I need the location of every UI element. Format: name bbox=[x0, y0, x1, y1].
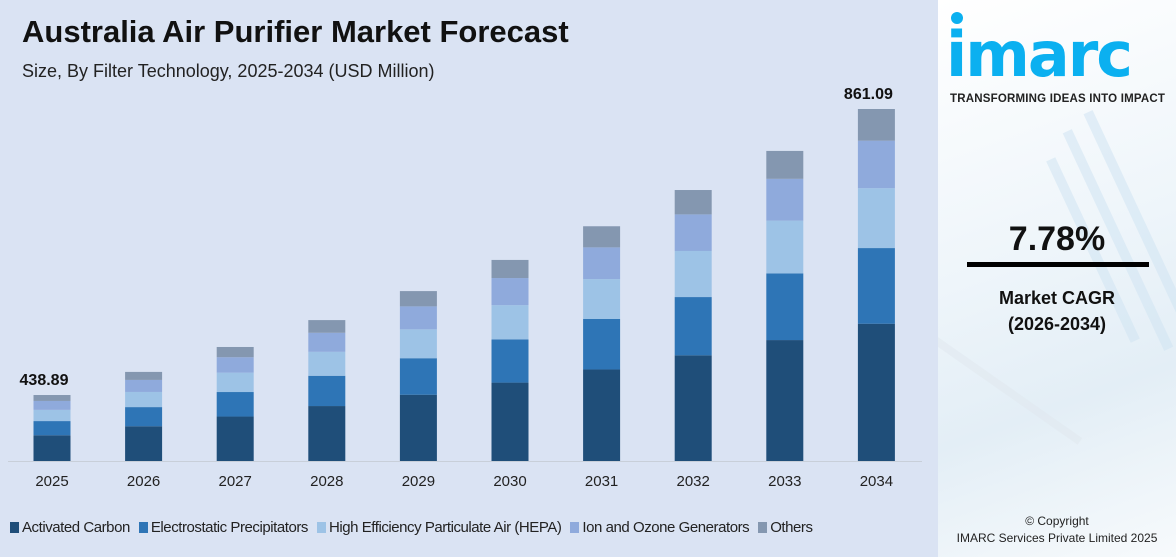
bar-segment-2030-4 bbox=[491, 259, 529, 279]
x-tick-label: 2031 bbox=[585, 473, 618, 490]
bar-segment-2030-0 bbox=[491, 382, 529, 461]
bar-segment-2029-4 bbox=[399, 291, 437, 307]
cagr-value: 7.78% bbox=[1008, 220, 1106, 258]
bar-segment-2033-2 bbox=[766, 220, 804, 274]
data-label-2025: 438.89 bbox=[20, 372, 69, 389]
legend-swatch bbox=[138, 522, 148, 533]
bar-segment-2026-4 bbox=[125, 371, 163, 380]
legend-swatch bbox=[758, 522, 768, 533]
bar-segment-2030-3 bbox=[491, 278, 529, 306]
copyright: © Copyright IMARC Services Private Limit… bbox=[938, 513, 1176, 547]
bar-segment-2029-3 bbox=[399, 306, 437, 330]
copyright-text: © Copyright bbox=[1025, 514, 1089, 528]
legend-label: Others bbox=[770, 519, 813, 536]
legend-item: Activated Carbon bbox=[10, 519, 130, 536]
bar-segment-2025-2 bbox=[33, 409, 71, 422]
bar-segment-2030-2 bbox=[491, 305, 529, 340]
bar-segment-2027-0 bbox=[216, 416, 254, 461]
legend-item: Ion and Ozone Generators bbox=[570, 519, 750, 536]
legend-swatch bbox=[316, 522, 326, 533]
legend: Activated Carbon Electrostatic Precipitat… bbox=[10, 519, 813, 536]
bar-segment-2026-3 bbox=[125, 379, 163, 392]
bar-segment-2029-2 bbox=[399, 329, 437, 359]
bar-segment-2028-0 bbox=[308, 406, 346, 461]
tagline: TRANSFORMING IDEAS INTO IMPACT bbox=[950, 93, 1166, 105]
chart-panel: Australia Air Purifier Market Forecast S… bbox=[8, 14, 922, 536]
brand-panel: imarc TRANSFORMING IDEAS INTO IMPACT 7.7… bbox=[938, 0, 1176, 557]
legend-item: Others bbox=[758, 519, 813, 536]
bar-segment-2028-2 bbox=[308, 351, 346, 376]
legend-label: Ion and Ozone Generators bbox=[582, 519, 750, 536]
company-name: IMARC Services Private Limited 2025 bbox=[956, 531, 1158, 545]
x-tick-label: 2034 bbox=[860, 473, 893, 490]
bar-segment-2025-1 bbox=[33, 421, 71, 436]
bar-segment-2028-1 bbox=[308, 375, 346, 407]
legend-label: Activated Carbon bbox=[22, 519, 130, 536]
divider bbox=[967, 262, 1149, 267]
bar-segment-2029-0 bbox=[399, 394, 437, 461]
legend-swatch bbox=[10, 522, 19, 533]
bar-segment-2033-1 bbox=[766, 273, 804, 341]
chart-title: Australia Air Purifier Market Forecast bbox=[22, 14, 569, 49]
x-tick-label: 2026 bbox=[127, 473, 160, 490]
bar-segment-2032-2 bbox=[674, 250, 712, 298]
bar-segment-2034-1 bbox=[857, 248, 895, 324]
x-tick-label: 2033 bbox=[768, 473, 801, 490]
bar-segment-2026-1 bbox=[125, 407, 163, 427]
legend-swatch bbox=[570, 522, 580, 533]
bar-segment-2034-0 bbox=[857, 323, 895, 461]
bar-segment-2031-1 bbox=[583, 318, 621, 370]
bar-segment-2028-3 bbox=[308, 332, 346, 352]
cagr-period: (2026-2034) bbox=[1007, 314, 1107, 334]
bar-segment-2034-4 bbox=[857, 109, 895, 141]
bar-segment-2032-3 bbox=[674, 214, 712, 251]
x-tick-label: 2032 bbox=[677, 473, 710, 490]
bar-segment-2025-4 bbox=[33, 395, 71, 401]
legend-item: High Efficiency Particulate Air (HEPA) bbox=[316, 519, 562, 536]
bar-segment-2026-2 bbox=[125, 391, 163, 408]
bar-segment-2027-3 bbox=[216, 357, 254, 373]
x-tick-label: 2025 bbox=[35, 473, 68, 490]
chart-subtitle: Size, By Filter Technology, 2025-2034 (U… bbox=[22, 61, 435, 81]
bar-segment-2034-3 bbox=[857, 140, 895, 189]
bar-segment-2031-3 bbox=[583, 247, 621, 280]
bar-segment-2025-0 bbox=[33, 435, 71, 461]
x-tick-label: 2028 bbox=[310, 473, 343, 490]
bar-segment-2029-1 bbox=[399, 358, 437, 395]
legend-label: Electrostatic Precipitators bbox=[150, 519, 309, 536]
bar-segment-2031-4 bbox=[583, 226, 621, 248]
logo-dot bbox=[951, 12, 963, 24]
bar-segment-2033-0 bbox=[766, 340, 804, 461]
bar-segment-2032-1 bbox=[674, 297, 712, 356]
bar-segment-2027-4 bbox=[216, 346, 254, 358]
bar-segment-2033-3 bbox=[766, 178, 804, 221]
stacked-bar-chart: 2025 438.89 2026 2027 2028 2029 2030 2031 2032 20… bbox=[8, 86, 922, 490]
legend-item: Electrostatic Precipitators bbox=[138, 519, 309, 536]
bar-segment-2027-2 bbox=[216, 372, 254, 393]
bar-segment-2031-2 bbox=[583, 279, 621, 319]
imarc-logo: imarc bbox=[946, 18, 1133, 91]
bar-segment-2028-4 bbox=[308, 320, 346, 333]
bar-segment-2027-1 bbox=[216, 392, 254, 417]
bar-segment-2034-2 bbox=[857, 188, 895, 249]
bar-segment-2031-0 bbox=[583, 369, 621, 461]
cagr-label-text: Market CAGR bbox=[998, 288, 1116, 308]
x-tick-label: 2027 bbox=[219, 473, 252, 490]
bar-segment-2026-0 bbox=[125, 426, 163, 461]
bar-segment-2032-0 bbox=[674, 355, 712, 461]
x-tick-label: 2030 bbox=[493, 473, 526, 490]
data-label-2034: 861.09 bbox=[844, 86, 893, 103]
x-tick-label: 2029 bbox=[402, 473, 435, 490]
bar-segment-2033-4 bbox=[766, 150, 804, 179]
bar-segment-2032-4 bbox=[674, 190, 712, 215]
bar-segment-2030-1 bbox=[491, 339, 529, 383]
cagr-label: Market CAGR (2026-2034) bbox=[938, 285, 1176, 337]
legend-label: High Efficiency Particulate Air (HEPA) bbox=[328, 519, 562, 536]
bar-segment-2025-3 bbox=[33, 400, 71, 410]
